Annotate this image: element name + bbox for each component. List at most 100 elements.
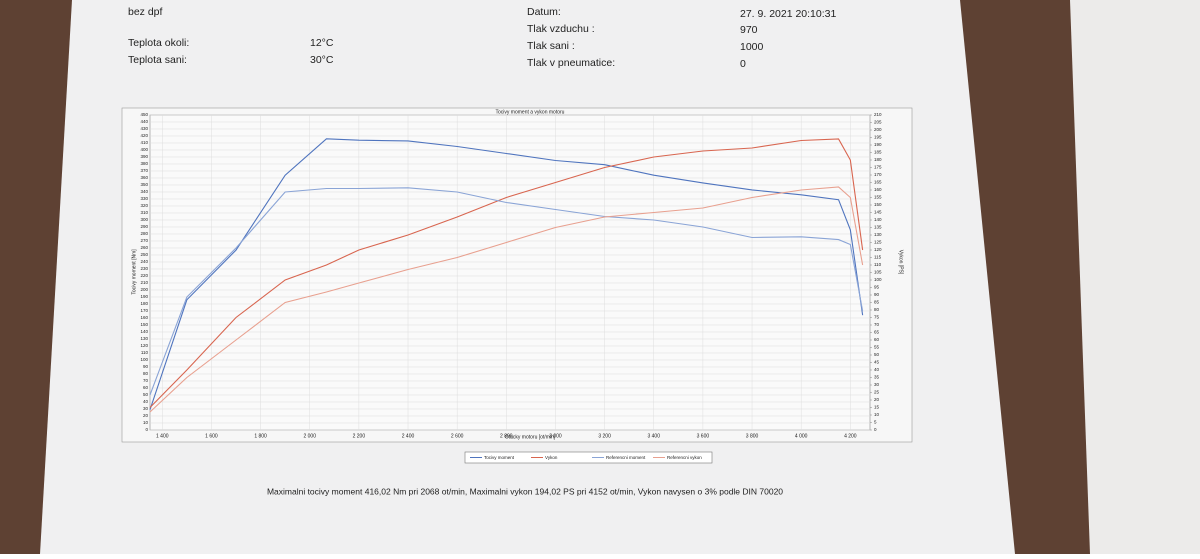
legend-label: Tocivy moment xyxy=(484,455,515,460)
series-line xyxy=(149,138,864,408)
y-tick-label: 30 xyxy=(143,406,149,411)
field-value: 27. 9. 2021 20:10:31 xyxy=(740,8,836,20)
y-tick-label: 350 xyxy=(140,182,148,187)
series-line xyxy=(149,186,864,413)
y2-axis-label: Vykon [PS] xyxy=(898,250,904,275)
y-tick-label: 70 xyxy=(143,378,149,383)
x-tick-label: 2 000 xyxy=(303,433,316,439)
y2-tick-label: 25 xyxy=(874,390,880,395)
y2-tick-label: 210 xyxy=(874,112,882,117)
y-tick-label: 20 xyxy=(143,413,149,418)
y2-tick-label: 40 xyxy=(874,367,880,372)
y2-tick-label: 165 xyxy=(874,180,882,185)
y2-tick-label: 205 xyxy=(874,120,882,125)
y-tick-label: 0 xyxy=(145,427,148,432)
y2-tick-label: 45 xyxy=(874,360,880,365)
y2-tick-label: 10 xyxy=(874,412,880,417)
y-tick-label: 210 xyxy=(140,280,148,285)
field-label: Datum: xyxy=(527,6,561,18)
y2-tick-label: 155 xyxy=(874,195,882,200)
y-tick-label: 360 xyxy=(140,175,148,180)
y2-tick-label: 160 xyxy=(874,187,882,192)
y2-tick-label: 150 xyxy=(874,202,882,207)
x-tick-label: 1 800 xyxy=(254,433,267,439)
field-value: 12°C xyxy=(310,37,334,49)
y2-tick-label: 65 xyxy=(874,330,880,335)
y-tick-label: 160 xyxy=(140,315,148,320)
y-tick-label: 170 xyxy=(140,308,148,313)
y-tick-label: 320 xyxy=(140,203,148,208)
x-tick-label: 3 600 xyxy=(697,433,710,439)
y-axis-label: Tocivy moment [Nm] xyxy=(131,249,137,295)
x-tick-label: 1 400 xyxy=(156,433,169,439)
y-tick-label: 440 xyxy=(140,119,148,124)
y-tick-label: 450 xyxy=(140,112,148,117)
y-tick-label: 310 xyxy=(140,210,148,215)
x-tick-label: 3 200 xyxy=(598,433,611,439)
y2-tick-label: 185 xyxy=(874,150,882,155)
y-tick-label: 240 xyxy=(140,259,148,264)
legend-label: Referencni vykon xyxy=(667,455,702,460)
y-tick-label: 250 xyxy=(140,252,148,257)
y-tick-label: 340 xyxy=(140,189,148,194)
plot-area xyxy=(149,114,871,431)
y2-tick-label: 15 xyxy=(874,405,880,410)
y2-tick-label: 95 xyxy=(874,285,880,290)
y2-tick-label: 190 xyxy=(874,142,882,147)
x-axis-label: Otacky motoru [ot/min] xyxy=(505,434,556,440)
series-line xyxy=(149,187,864,396)
x-tick-label: 2 600 xyxy=(451,433,464,439)
y-tick-label: 380 xyxy=(140,161,148,166)
legend xyxy=(464,451,713,464)
field-value: 970 xyxy=(740,24,758,36)
x-tick-label: 2 400 xyxy=(402,433,415,439)
field-label: Teplota sani: xyxy=(128,54,187,66)
y2-tick-label: 55 xyxy=(874,345,880,350)
field-label: Tlak vzduchu : xyxy=(527,23,595,35)
y2-tick-label: 120 xyxy=(874,247,882,252)
plot: 0102030405060708090100110120130140150160… xyxy=(140,112,882,460)
y2-tick-label: 35 xyxy=(874,375,880,380)
y2-tick-label: 170 xyxy=(874,172,882,177)
y2-tick-label: 60 xyxy=(874,337,880,342)
field-label: Teplota okoli: xyxy=(128,37,189,49)
y-tick-label: 260 xyxy=(140,245,148,250)
y2-tick-label: 110 xyxy=(874,262,882,267)
y-tick-label: 190 xyxy=(140,294,148,299)
y-tick-label: 270 xyxy=(140,238,148,243)
y2-tick-label: 90 xyxy=(874,292,880,297)
field-value: 1000 xyxy=(740,41,764,53)
y-tick-label: 230 xyxy=(140,266,148,271)
field-label: Tlak sani : xyxy=(527,40,575,52)
y-tick-label: 90 xyxy=(143,364,149,369)
y-tick-label: 220 xyxy=(140,273,148,278)
y2-tick-label: 125 xyxy=(874,240,882,245)
field-value: 30°C xyxy=(310,54,334,66)
y2-tick-label: 180 xyxy=(874,157,882,162)
y2-tick-label: 70 xyxy=(874,322,880,327)
y2-tick-label: 0 xyxy=(874,427,877,432)
y2-tick-label: 140 xyxy=(874,217,882,222)
x-tick-label: 3 000 xyxy=(549,433,562,439)
y-tick-label: 180 xyxy=(140,301,148,306)
x-tick-label: 2 800 xyxy=(500,433,513,439)
y2-tick-label: 30 xyxy=(874,382,880,387)
footer: Maximalni tocivy moment 416,02 Nm pri 20… xyxy=(267,486,783,496)
card xyxy=(1070,0,1200,554)
field-value: 0 xyxy=(740,58,746,70)
y-tick-label: 110 xyxy=(141,350,149,355)
y-tick-label: 140 xyxy=(140,329,148,334)
y-tick-label: 50 xyxy=(143,392,149,397)
chart-title: Tocivy moment a vykon motoru xyxy=(496,109,565,115)
y-tick-label: 130 xyxy=(140,336,148,341)
y2-tick-label: 130 xyxy=(874,232,882,237)
y-tick-label: 150 xyxy=(140,322,148,327)
y2-tick-label: 85 xyxy=(874,300,880,305)
y-tick-label: 400 xyxy=(140,147,148,152)
y2-tick-label: 175 xyxy=(874,165,882,170)
y-tick-label: 120 xyxy=(140,343,148,348)
y-tick-label: 370 xyxy=(140,168,148,173)
x-tick-label: 4 200 xyxy=(844,433,857,439)
x-tick-label: 1 600 xyxy=(205,433,218,439)
